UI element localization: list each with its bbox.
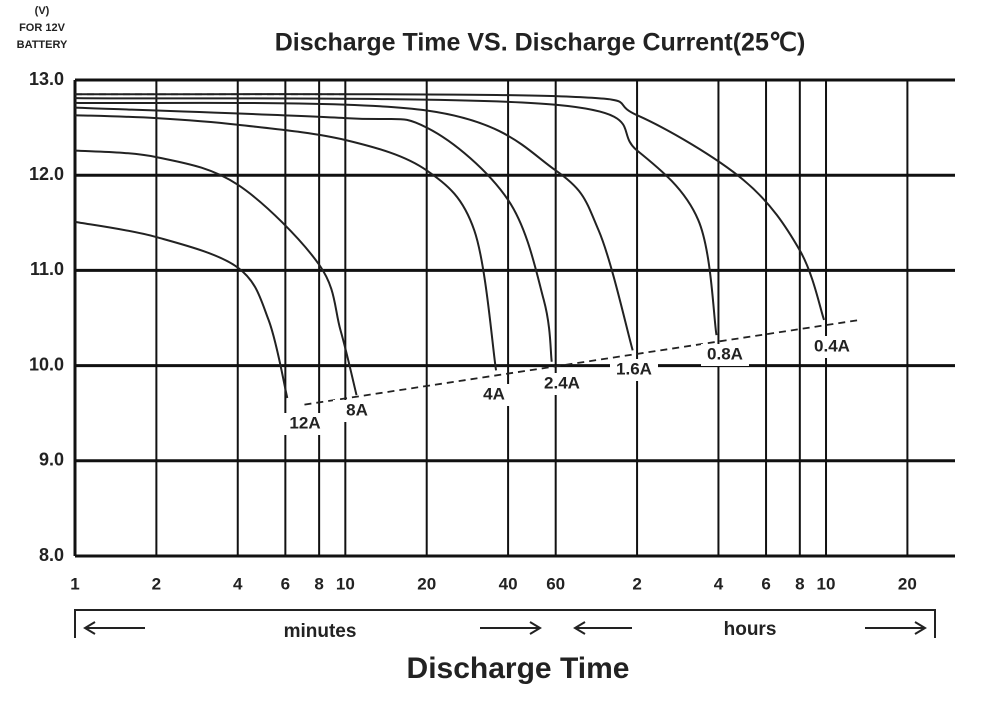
x-tick-label: 10 bbox=[817, 574, 836, 593]
discharge-curve bbox=[74, 93, 825, 321]
discharge-curve bbox=[74, 220, 289, 399]
label-background bbox=[470, 384, 518, 406]
discharge-curve bbox=[74, 101, 634, 351]
y-tick-label: 8.0 bbox=[39, 545, 64, 565]
x-tick-label: 10 bbox=[336, 574, 355, 593]
label-background bbox=[808, 336, 856, 358]
x-tick-label: 8 bbox=[795, 574, 804, 593]
x-tick-label: 1 bbox=[70, 574, 79, 593]
bracket bbox=[74, 609, 936, 638]
y-tick-label: 12.0 bbox=[29, 164, 64, 184]
discharge-curve bbox=[74, 97, 718, 336]
y-label: (V) bbox=[35, 5, 50, 17]
discharge-curve bbox=[74, 114, 498, 371]
y-tick-label: 9.0 bbox=[39, 450, 64, 470]
series-label: 0.4A bbox=[814, 336, 850, 355]
series-label: 12A bbox=[289, 413, 320, 432]
y-tick-label: 13.0 bbox=[29, 69, 64, 89]
label-background bbox=[333, 400, 381, 422]
y-tick-label: 10.0 bbox=[29, 354, 64, 374]
series-label: 4A bbox=[483, 384, 505, 403]
x-tick-label: 20 bbox=[417, 574, 436, 593]
discharge-curve bbox=[74, 106, 553, 362]
label-background bbox=[281, 413, 329, 435]
y-label: FOR 12V bbox=[19, 22, 66, 34]
x-tick-label: 40 bbox=[499, 574, 518, 593]
series-label: 2.4A bbox=[544, 373, 580, 392]
x-tick-label: 4 bbox=[233, 574, 243, 593]
reference-line bbox=[304, 319, 861, 406]
x-tick-label: 2 bbox=[632, 574, 641, 593]
discharge-curve bbox=[74, 149, 358, 396]
x-unit-label: minutes bbox=[284, 621, 357, 642]
label-background bbox=[610, 359, 658, 381]
x-tick-label: 6 bbox=[761, 574, 770, 593]
series-label: 0.8A bbox=[707, 344, 743, 363]
y-label: BATTERY bbox=[17, 39, 68, 51]
x-tick-label: 8 bbox=[314, 574, 323, 593]
x-tick-label: 6 bbox=[281, 574, 290, 593]
label-background bbox=[701, 344, 749, 366]
x-tick-label: 2 bbox=[152, 574, 161, 593]
series-label: 8A bbox=[346, 400, 368, 419]
series-label: 1.6A bbox=[616, 359, 652, 378]
x-tick-label: 60 bbox=[546, 574, 565, 593]
x-tick-label: 4 bbox=[714, 574, 724, 593]
x-axis-label: Discharge Time bbox=[407, 652, 630, 685]
label-background bbox=[538, 373, 586, 395]
y-tick-label: 11.0 bbox=[30, 259, 64, 279]
x-unit-label: hours bbox=[724, 619, 777, 640]
chart-title: Discharge Time VS. Discharge Current(25℃… bbox=[275, 29, 806, 57]
x-tick-label: 20 bbox=[898, 574, 917, 593]
